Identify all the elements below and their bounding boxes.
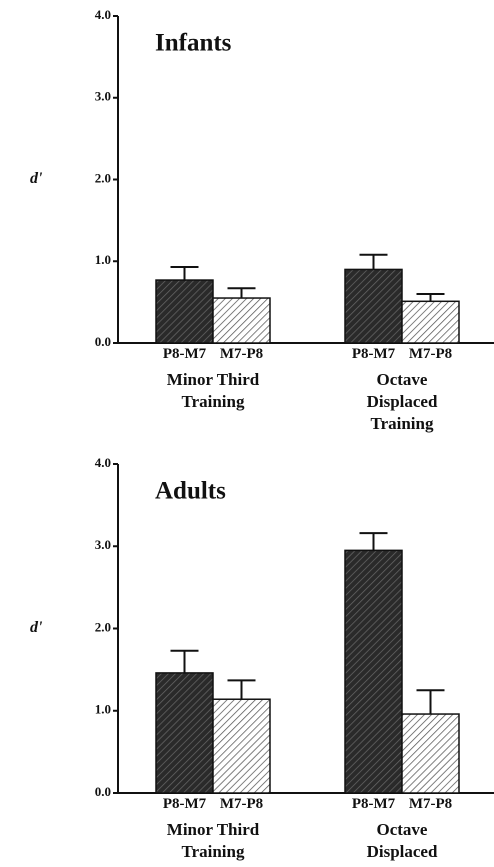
bar-label: M7-P8 bbox=[219, 796, 264, 812]
bar-label: P8-M7 bbox=[351, 796, 396, 812]
bar-label: M7-P8 bbox=[408, 796, 453, 812]
bar bbox=[212, 297, 271, 344]
bar-label: M7-P8 bbox=[219, 346, 264, 362]
y-tick-label: 3.0 bbox=[95, 537, 111, 552]
y-tick-label: 0.0 bbox=[95, 784, 111, 799]
category-label: Minor Third Training bbox=[166, 820, 260, 861]
category-label: Minor Third Training bbox=[166, 370, 260, 411]
y-tick-label: 3.0 bbox=[95, 89, 111, 104]
bar-label: P8-M7 bbox=[162, 346, 207, 362]
chart-title: Infants bbox=[155, 30, 232, 57]
y-tick-label: 2.0 bbox=[95, 619, 111, 634]
y-tick-label: 0.0 bbox=[95, 334, 111, 349]
y-tick-label: 4.0 bbox=[95, 455, 111, 470]
y-tick-label: 1.0 bbox=[95, 252, 111, 267]
category-label: Octave Displaced Training bbox=[366, 370, 438, 433]
y-axis-label: d' bbox=[30, 619, 43, 636]
y-tick-label: 2.0 bbox=[95, 170, 111, 185]
bar-label: P8-M7 bbox=[162, 796, 207, 812]
bar bbox=[212, 698, 271, 794]
y-tick-label: 4.0 bbox=[95, 7, 111, 22]
chart-title: Adults bbox=[155, 478, 226, 505]
bar bbox=[401, 713, 460, 794]
y-tick-label: 1.0 bbox=[95, 702, 111, 717]
bar bbox=[155, 279, 214, 344]
bar-label: P8-M7 bbox=[351, 346, 396, 362]
bar-label: M7-P8 bbox=[408, 346, 453, 362]
bar bbox=[344, 549, 403, 794]
bar bbox=[344, 268, 403, 344]
y-axis-label: d' bbox=[30, 170, 43, 187]
category-label: Octave Displaced Training bbox=[366, 820, 438, 867]
bar bbox=[155, 672, 214, 794]
bar bbox=[401, 300, 460, 344]
